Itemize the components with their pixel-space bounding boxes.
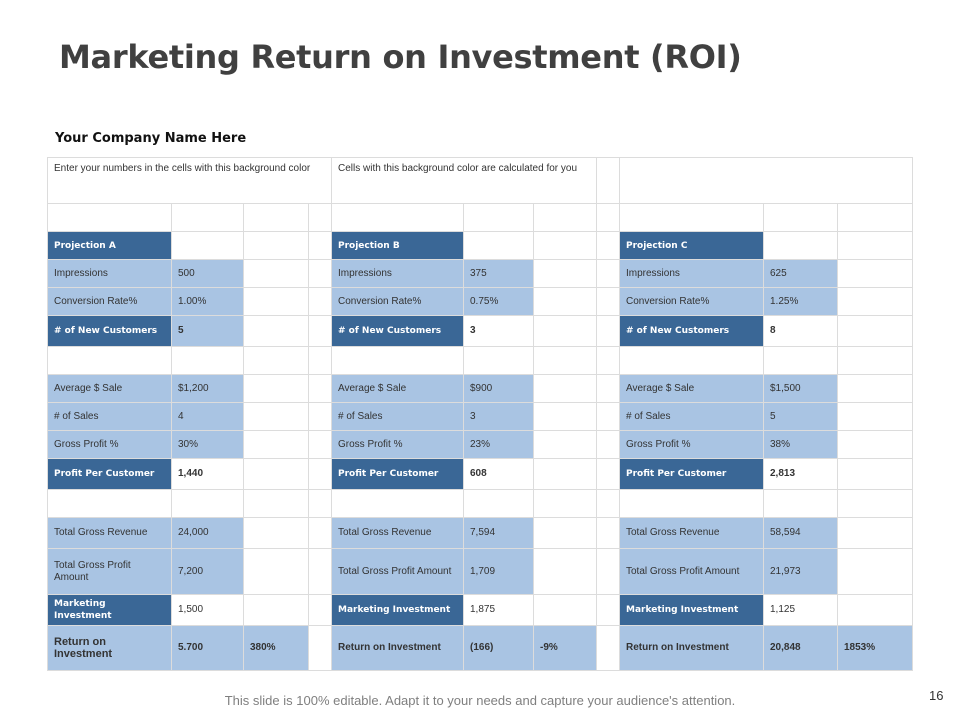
conversion-rate-value[interactable]: 1.00% bbox=[171, 287, 244, 316]
projection-a-header: Projection A bbox=[47, 231, 172, 260]
total-gross-profit-value: 7,200 bbox=[171, 548, 244, 595]
roi-value: 5.700 bbox=[171, 625, 244, 671]
profit-per-customer-label: Profit Per Customer bbox=[619, 458, 764, 490]
conversion-rate-label: Conversion Rate% bbox=[47, 287, 172, 316]
profit-per-customer-value: 2,813 bbox=[763, 458, 838, 490]
slide-title: Marketing Return on Investment (ROI) bbox=[59, 38, 742, 76]
slide-footer: This slide is 100% editable. Adapt it to… bbox=[224, 693, 736, 708]
roi-label: Return on Investment bbox=[619, 625, 764, 671]
new-customers-label: # of New Customers bbox=[331, 315, 464, 347]
marketing-investment-value[interactable]: 1,125 bbox=[763, 594, 838, 626]
new-customers-value: 8 bbox=[763, 315, 838, 347]
projection-c-header: Projection C bbox=[619, 231, 764, 260]
total-gross-profit-label: Total Gross Profit Amount bbox=[331, 548, 464, 595]
total-gross-revenue-value: 7,594 bbox=[463, 517, 534, 549]
profit-per-customer-value: 1,440 bbox=[171, 458, 244, 490]
impressions-label: Impressions bbox=[619, 259, 764, 288]
impressions-value[interactable]: 625 bbox=[763, 259, 838, 288]
total-gross-revenue-value: 58,594 bbox=[763, 517, 838, 549]
gross-profit-pct-value[interactable]: 38% bbox=[763, 430, 838, 459]
num-sales-label: # of Sales bbox=[331, 402, 464, 431]
impressions-value[interactable]: 375 bbox=[463, 259, 534, 288]
average-sale-label: Average $ Sale bbox=[619, 374, 764, 403]
total-gross-profit-label: Total Gross Profit Amount bbox=[619, 548, 764, 595]
new-customers-value: 5 bbox=[171, 315, 244, 347]
conversion-rate-label: Conversion Rate% bbox=[331, 287, 464, 316]
total-gross-revenue-label: Total Gross Revenue bbox=[331, 517, 464, 549]
num-sales-value[interactable]: 5 bbox=[763, 402, 838, 431]
calc-color-note: Cells with this background color are cal… bbox=[331, 157, 597, 204]
gross-profit-pct-label: Gross Profit % bbox=[619, 430, 764, 459]
average-sale-label: Average $ Sale bbox=[331, 374, 464, 403]
gross-profit-pct-label: Gross Profit % bbox=[47, 430, 172, 459]
average-sale-value[interactable]: $1,200 bbox=[171, 374, 244, 403]
marketing-investment-label: Marketing Investment bbox=[47, 594, 172, 626]
impressions-value[interactable]: 500 bbox=[171, 259, 244, 288]
profit-per-customer-label: Profit Per Customer bbox=[47, 458, 172, 490]
marketing-investment-value[interactable]: 1,500 bbox=[171, 594, 244, 626]
average-sale-value[interactable]: $1,500 bbox=[763, 374, 838, 403]
num-sales-label: # of Sales bbox=[47, 402, 172, 431]
roi-percent: -9% bbox=[533, 625, 597, 671]
roi-value: (166) bbox=[463, 625, 534, 671]
roi-label: Return on Investment bbox=[331, 625, 464, 671]
marketing-investment-label: Marketing Investment bbox=[619, 594, 764, 626]
marketing-investment-value[interactable]: 1,875 bbox=[463, 594, 534, 626]
new-customers-label: # of New Customers bbox=[619, 315, 764, 347]
total-gross-profit-value: 1,709 bbox=[463, 548, 534, 595]
conversion-rate-label: Conversion Rate% bbox=[619, 287, 764, 316]
impressions-label: Impressions bbox=[47, 259, 172, 288]
total-gross-profit-label: Total Gross Profit Amount bbox=[47, 548, 172, 595]
company-name: Your Company Name Here bbox=[55, 131, 247, 146]
marketing-investment-label: Marketing Investment bbox=[331, 594, 464, 626]
total-gross-revenue-label: Total Gross Revenue bbox=[619, 517, 764, 549]
input-color-note: Enter your numbers in the cells with thi… bbox=[47, 157, 332, 204]
gross-profit-pct-value[interactable]: 23% bbox=[463, 430, 534, 459]
conversion-rate-value[interactable]: 1.25% bbox=[763, 287, 838, 316]
new-customers-value: 3 bbox=[463, 315, 534, 347]
profit-per-customer-value: 608 bbox=[463, 458, 534, 490]
total-gross-profit-value: 21,973 bbox=[763, 548, 838, 595]
impressions-label: Impressions bbox=[331, 259, 464, 288]
conversion-rate-value[interactable]: 0.75% bbox=[463, 287, 534, 316]
profit-per-customer-label: Profit Per Customer bbox=[331, 458, 464, 490]
gross-profit-pct-label: Gross Profit % bbox=[331, 430, 464, 459]
num-sales-value[interactable]: 3 bbox=[463, 402, 534, 431]
page-number: 16 bbox=[929, 688, 944, 703]
roi-percent: 380% bbox=[243, 625, 309, 671]
projection-b-header: Projection B bbox=[331, 231, 464, 260]
roi-table: Enter your numbers in the cells with thi… bbox=[47, 157, 913, 671]
roi-percent: 1853% bbox=[837, 625, 913, 671]
gross-profit-pct-value[interactable]: 30% bbox=[171, 430, 244, 459]
total-gross-revenue-value: 24,000 bbox=[171, 517, 244, 549]
roi-label: Return on Investment bbox=[47, 625, 172, 671]
num-sales-value[interactable]: 4 bbox=[171, 402, 244, 431]
total-gross-revenue-label: Total Gross Revenue bbox=[47, 517, 172, 549]
average-sale-value[interactable]: $900 bbox=[463, 374, 534, 403]
new-customers-label: # of New Customers bbox=[47, 315, 172, 347]
num-sales-label: # of Sales bbox=[619, 402, 764, 431]
roi-value: 20,848 bbox=[763, 625, 838, 671]
average-sale-label: Average $ Sale bbox=[47, 374, 172, 403]
